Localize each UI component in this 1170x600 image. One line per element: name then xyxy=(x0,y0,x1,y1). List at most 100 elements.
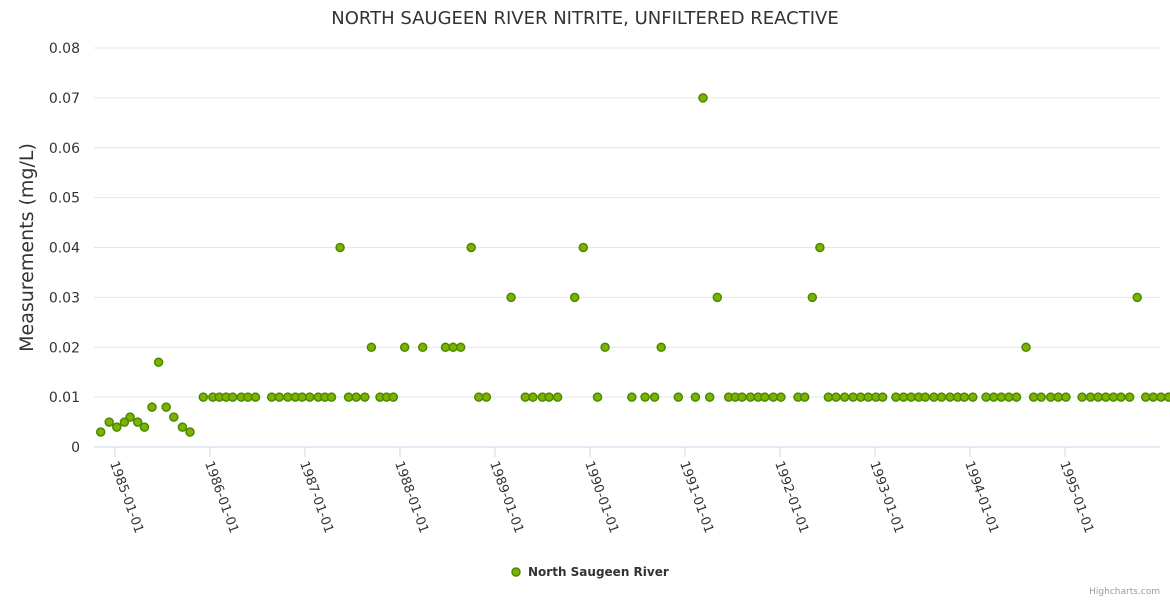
data-point[interactable] xyxy=(745,392,756,402)
data-point[interactable] xyxy=(1011,392,1022,402)
data-point[interactable] xyxy=(929,392,939,402)
data-point[interactable] xyxy=(737,392,747,402)
data-point[interactable] xyxy=(161,402,171,412)
data-point[interactable] xyxy=(1028,392,1039,402)
credits-link[interactable]: Highcharts.com xyxy=(1089,587,1160,597)
data-point[interactable] xyxy=(351,392,361,402)
data-point[interactable] xyxy=(198,392,209,402)
data-point[interactable] xyxy=(1108,392,1119,402)
data-point[interactable] xyxy=(627,392,637,402)
data-point[interactable] xyxy=(185,427,195,437)
data-point[interactable] xyxy=(656,342,666,353)
data-point[interactable] xyxy=(250,392,261,402)
data-point[interactable] xyxy=(1140,392,1151,402)
data-point[interactable] xyxy=(440,342,451,353)
data-point[interactable] xyxy=(388,392,399,402)
data-point[interactable] xyxy=(704,392,715,402)
data-point[interactable] xyxy=(592,392,603,402)
data-point[interactable] xyxy=(1061,392,1071,402)
data-point[interactable] xyxy=(936,392,947,402)
data-point[interactable] xyxy=(640,392,650,402)
data-point[interactable] xyxy=(959,392,970,402)
data-point[interactable] xyxy=(243,392,253,402)
data-point[interactable] xyxy=(1163,392,1170,402)
data-point[interactable] xyxy=(831,392,841,402)
data-point[interactable] xyxy=(799,392,810,402)
data-point[interactable] xyxy=(673,392,684,402)
data-point[interactable] xyxy=(981,392,991,402)
data-point[interactable] xyxy=(169,412,179,422)
data-point[interactable] xyxy=(1004,392,1014,402)
data-point[interactable] xyxy=(698,93,708,103)
data-point[interactable] xyxy=(266,392,277,402)
data-point[interactable] xyxy=(1124,392,1135,402)
data-point[interactable] xyxy=(996,392,1007,402)
data-point[interactable] xyxy=(1156,392,1166,402)
data-point[interactable] xyxy=(690,392,701,402)
data-point[interactable] xyxy=(95,427,106,437)
data-point[interactable] xyxy=(863,392,874,402)
data-point[interactable] xyxy=(343,392,354,402)
legend[interactable]: North Saugeen River xyxy=(511,565,669,579)
data-point[interactable] xyxy=(506,292,516,303)
data-point[interactable] xyxy=(139,422,150,432)
data-point[interactable] xyxy=(1077,392,1087,402)
data-point[interactable] xyxy=(1045,392,1056,402)
data-point[interactable] xyxy=(283,392,293,402)
data-point[interactable] xyxy=(839,392,850,402)
data-point[interactable] xyxy=(898,392,909,402)
data-point[interactable] xyxy=(600,342,610,353)
data-point[interactable] xyxy=(945,392,955,402)
data-point[interactable] xyxy=(1036,392,1046,402)
data-point[interactable] xyxy=(1116,392,1126,402)
data-point[interactable] xyxy=(466,242,476,253)
data-point[interactable] xyxy=(528,392,538,402)
data-point[interactable] xyxy=(578,242,589,253)
data-point[interactable] xyxy=(448,342,458,353)
data-point[interactable] xyxy=(366,342,377,353)
data-point[interactable] xyxy=(227,392,238,402)
data-point[interactable] xyxy=(360,392,370,402)
data-point[interactable] xyxy=(455,342,466,353)
data-point[interactable] xyxy=(399,342,410,353)
data-point[interactable] xyxy=(304,392,315,402)
data-point[interactable] xyxy=(649,392,660,402)
legend-item-label[interactable]: North Saugeen River xyxy=(528,565,669,579)
data-point[interactable] xyxy=(988,392,999,402)
data-point[interactable] xyxy=(807,292,818,303)
data-point[interactable] xyxy=(335,242,345,253)
data-point[interactable] xyxy=(177,422,188,432)
data-point[interactable] xyxy=(877,392,888,402)
data-point[interactable] xyxy=(552,392,563,402)
data-point[interactable] xyxy=(569,292,580,303)
data-point[interactable] xyxy=(1148,392,1159,402)
data-point[interactable] xyxy=(1093,392,1103,402)
data-point[interactable] xyxy=(417,342,428,353)
data-point[interactable] xyxy=(823,392,834,402)
data-point[interactable] xyxy=(274,392,285,402)
data-point[interactable] xyxy=(906,392,916,402)
data-point[interactable] xyxy=(848,392,858,402)
data-point[interactable] xyxy=(153,357,164,367)
data-point[interactable] xyxy=(712,292,723,303)
data-point[interactable] xyxy=(474,392,484,402)
data-point[interactable] xyxy=(815,242,825,253)
data-point[interactable] xyxy=(520,392,531,402)
data-point[interactable] xyxy=(855,392,866,402)
data-point[interactable] xyxy=(920,392,931,402)
data-point[interactable] xyxy=(768,392,779,402)
data-point[interactable] xyxy=(147,402,157,412)
data-point[interactable] xyxy=(544,392,554,402)
data-point[interactable] xyxy=(1053,392,1064,402)
data-point[interactable] xyxy=(297,392,307,402)
data-point[interactable] xyxy=(326,392,337,402)
data-point[interactable] xyxy=(481,392,492,402)
data-point[interactable] xyxy=(760,392,770,402)
data-point[interactable] xyxy=(125,412,135,422)
data-point[interactable] xyxy=(968,392,978,402)
data-point[interactable] xyxy=(119,417,130,427)
data-point[interactable] xyxy=(112,422,122,432)
data-point[interactable] xyxy=(891,392,901,402)
data-point[interactable] xyxy=(1085,392,1096,402)
data-point[interactable] xyxy=(132,417,143,427)
